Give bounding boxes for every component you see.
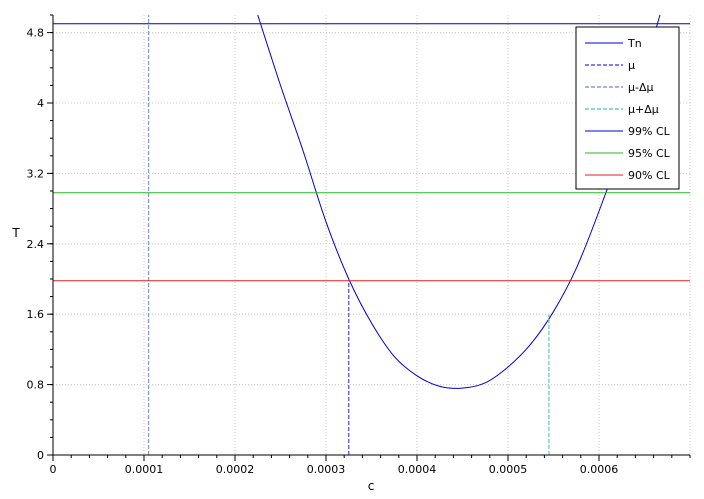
grid (53, 15, 691, 455)
y-tick-label: 4 (37, 97, 44, 110)
y-tick-label: 2.4 (27, 238, 45, 251)
x-tick-label: 0.0005 (489, 463, 528, 476)
x-tick-label: 0 (50, 463, 57, 476)
series-layer (53, 14, 690, 455)
y-tick-label: 4.8 (27, 27, 45, 40)
legend-box (575, 26, 680, 190)
y-tick-label: 0 (37, 449, 44, 462)
legend: Tn μ μ-Δμ μ+Δμ 99% CL 95% CL 90% CL (575, 26, 680, 190)
legend-label: μ (628, 59, 635, 72)
y-tick-label: 0.8 (27, 379, 45, 392)
x-axis-label: c (368, 479, 375, 493)
y-tick-label: 3.2 (27, 167, 45, 180)
x-tick-label: 0.0003 (307, 463, 346, 476)
x-tick-label: 0.0001 (125, 463, 164, 476)
legend-label: 90% CL (628, 169, 671, 182)
series-curve-tn (257, 14, 661, 389)
axes: 0 0.0001 0.0002 0.0003 0.0004 0.0005 0.0006 0 0.… (27, 14, 691, 476)
legend-label: μ+Δμ (628, 103, 659, 116)
y-axis-label: T (11, 226, 20, 240)
legend-label: Tn (627, 37, 642, 50)
legend-label: 99% CL (628, 125, 671, 138)
x-tick-label: 0.0006 (580, 463, 619, 476)
x-tick-label: 0.0004 (398, 463, 437, 476)
legend-label: μ-Δμ (628, 81, 654, 94)
legend-label: 95% CL (628, 147, 671, 160)
x-tick-label: 0.0002 (216, 463, 255, 476)
y-tick-label: 1.6 (27, 308, 45, 321)
